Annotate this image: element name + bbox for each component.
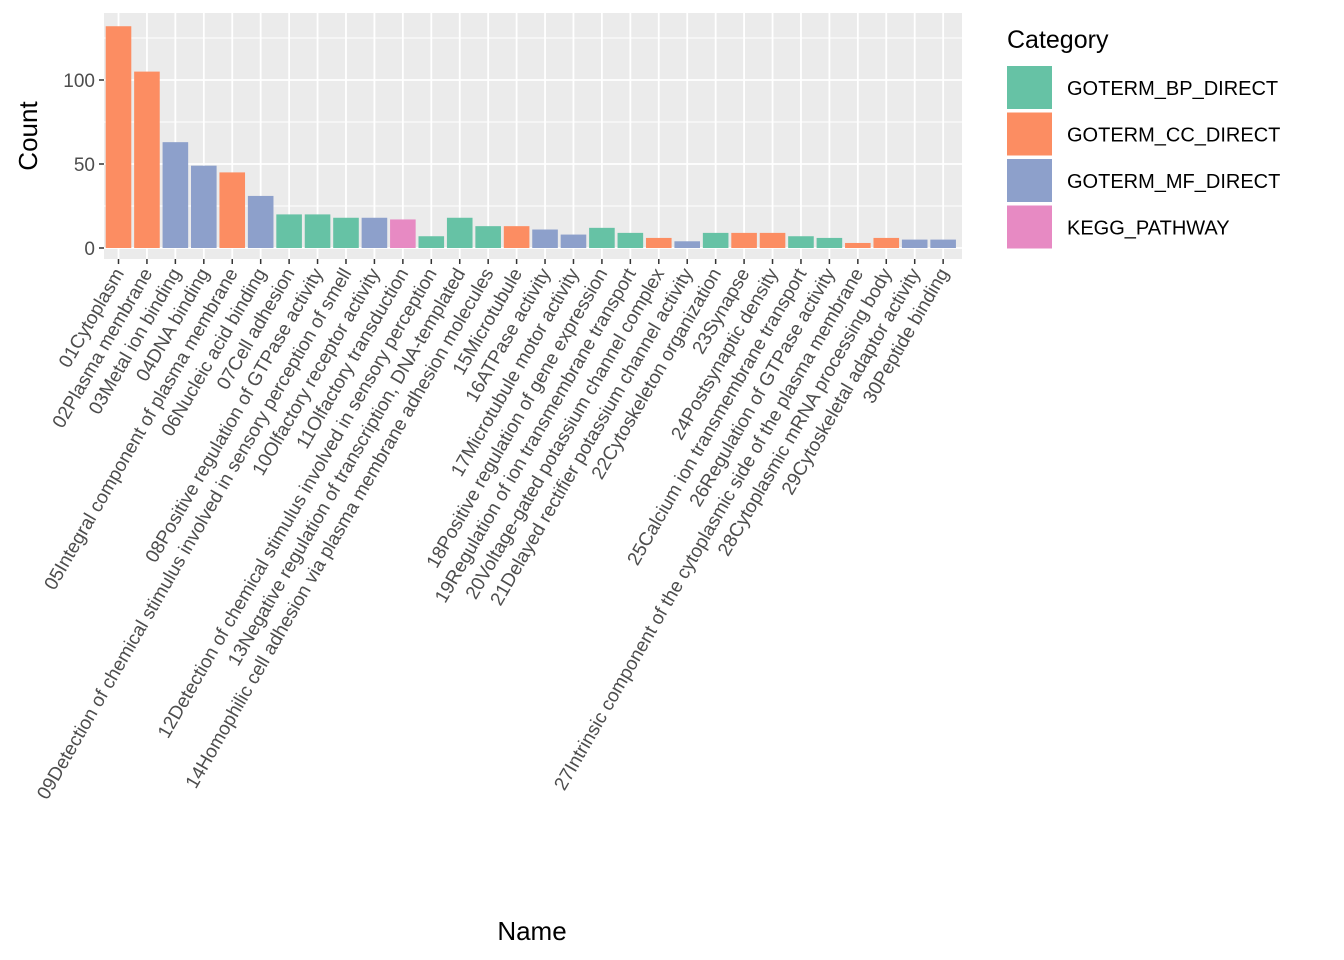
- bar: [731, 232, 757, 248]
- legend-title: Category: [1007, 26, 1109, 54]
- y-axis: 0 50 100: [63, 71, 104, 260]
- bar: [759, 232, 786, 248]
- bar: [560, 234, 587, 248]
- bar: [162, 142, 189, 248]
- bar: [788, 236, 814, 248]
- bar: [247, 195, 274, 248]
- bar: [930, 239, 956, 248]
- legend-label: GOTERM_MF_DIRECT: [1067, 171, 1280, 193]
- legend-label: KEGG_PATHWAY: [1067, 218, 1230, 240]
- bar: [674, 241, 701, 248]
- legend-key: [1007, 66, 1052, 109]
- bar: [532, 229, 558, 248]
- legend-label: GOTERM_CC_DIRECT: [1067, 125, 1280, 147]
- bar: [333, 217, 359, 248]
- bar: [901, 239, 928, 248]
- legend-key: [1007, 112, 1052, 156]
- bar: [446, 217, 473, 248]
- bar: [191, 165, 217, 248]
- y-tick-label: 100: [63, 71, 95, 92]
- bar: [702, 232, 729, 248]
- bar: [105, 26, 132, 248]
- bar: [390, 219, 416, 248]
- legend-key: [1007, 205, 1052, 249]
- bar: [503, 226, 530, 248]
- y-axis-title: Count: [13, 101, 43, 171]
- legend-key: [1007, 159, 1052, 202]
- bar: [845, 242, 871, 248]
- bar: [475, 226, 501, 248]
- bar: [304, 214, 331, 248]
- x-axis-title: Name: [497, 916, 566, 946]
- bar: [276, 214, 302, 248]
- bar: [617, 232, 644, 248]
- plot-panel: [104, 13, 962, 259]
- bar: [361, 217, 388, 248]
- bar: [645, 237, 672, 248]
- y-tick-label: 0: [84, 239, 95, 260]
- bar: [589, 227, 615, 248]
- bar: [816, 237, 843, 248]
- bar: [134, 71, 160, 248]
- bar: [418, 236, 445, 248]
- y-tick-label: 50: [74, 155, 95, 176]
- bar: [873, 237, 900, 248]
- bars: [105, 26, 956, 248]
- legend: Category GOTERM_BP_DIRECT GOTERM_CC_DIREC…: [1007, 26, 1280, 249]
- bar: [219, 172, 246, 248]
- legend-label: GOTERM_BP_DIRECT: [1067, 78, 1278, 100]
